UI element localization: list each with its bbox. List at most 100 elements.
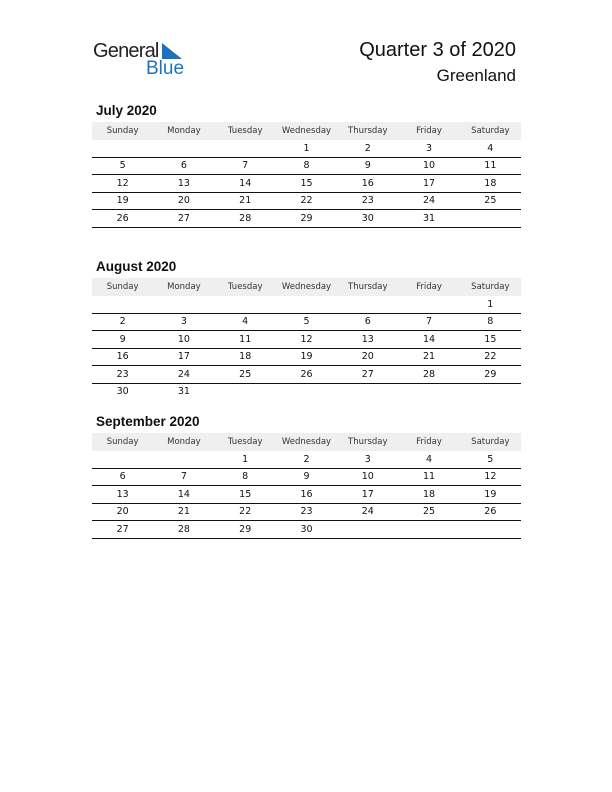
weekday-label: Monday bbox=[167, 282, 201, 292]
weekday-header: Sunday Monday Tuesday Wednesday Thursday Frid… bbox=[92, 278, 521, 296]
day-cell: 14 bbox=[239, 177, 252, 189]
day-cell: 23 bbox=[116, 368, 129, 380]
day-cell: 12 bbox=[116, 177, 129, 189]
day-cell: 4 bbox=[487, 142, 494, 154]
logo: General Blue bbox=[93, 40, 193, 80]
day-cell: 26 bbox=[300, 368, 313, 380]
day-cell: 12 bbox=[484, 471, 497, 483]
weekday-label: Friday bbox=[416, 437, 442, 447]
day-cell: 10 bbox=[361, 471, 374, 483]
day-cell: 11 bbox=[423, 471, 436, 483]
day-cell: 12 bbox=[300, 333, 313, 345]
day-cell: 16 bbox=[361, 177, 374, 189]
day-cell: 25 bbox=[423, 506, 436, 518]
day-cell: 28 bbox=[423, 368, 436, 380]
day-cell: 13 bbox=[116, 488, 129, 500]
day-cell: 18 bbox=[484, 177, 497, 189]
day-cell: 20 bbox=[177, 195, 190, 207]
day-cell: 1 bbox=[242, 453, 249, 465]
day-cell: 8 bbox=[242, 471, 249, 483]
month-calendar: September 2020 Sunday Monday Tuesday Wednesd… bbox=[92, 414, 521, 539]
day-cell: 24 bbox=[423, 195, 436, 207]
weekday-header: Sunday Monday Tuesday Wednesday Thursday Frid… bbox=[92, 433, 521, 451]
weekday-label: Thursday bbox=[348, 126, 388, 136]
day-cell: 1 bbox=[487, 298, 494, 310]
day-cell: 22 bbox=[239, 506, 252, 518]
weekday-label: Thursday bbox=[348, 437, 388, 447]
week-row: 1 2 3 4 5 bbox=[92, 451, 521, 469]
day-cell: 17 bbox=[177, 351, 190, 363]
month-title: September 2020 bbox=[96, 414, 200, 429]
day-cell: 6 bbox=[364, 316, 371, 328]
day-cell: 26 bbox=[484, 506, 497, 518]
day-cell: 20 bbox=[116, 506, 129, 518]
day-cell: 21 bbox=[177, 506, 190, 518]
weekday-label: Tuesday bbox=[227, 126, 263, 136]
day-cell: 18 bbox=[239, 351, 252, 363]
day-cell: 15 bbox=[484, 333, 497, 345]
weekday-label: Sunday bbox=[106, 126, 139, 136]
week-row: 5 6 7 8 9 10 11 bbox=[92, 158, 521, 175]
weekday-label: Saturday bbox=[471, 126, 510, 136]
week-row: 1 2 3 4 bbox=[92, 140, 521, 158]
day-cell: 29 bbox=[484, 368, 497, 380]
week-row: 16 17 18 19 20 21 22 bbox=[92, 349, 521, 366]
day-cell: 13 bbox=[361, 333, 374, 345]
day-cell: 27 bbox=[177, 212, 190, 224]
day-cell: 2 bbox=[119, 316, 126, 328]
day-cell: 23 bbox=[361, 195, 374, 207]
day-cell: 30 bbox=[300, 523, 313, 535]
page-title: Quarter 3 of 2020 bbox=[359, 39, 516, 61]
day-cell: 7 bbox=[180, 471, 187, 483]
day-cell: 28 bbox=[239, 212, 252, 224]
day-cell: 16 bbox=[116, 351, 129, 363]
week-row: 20 21 22 23 24 25 26 bbox=[92, 504, 521, 521]
day-cell: 3 bbox=[180, 316, 187, 328]
day-cell: 29 bbox=[300, 212, 313, 224]
week-row: 9 10 11 12 13 14 15 bbox=[92, 331, 521, 349]
day-cell: 10 bbox=[177, 333, 190, 345]
logo-text-general: General bbox=[93, 40, 159, 62]
day-cell: 6 bbox=[119, 471, 126, 483]
week-row: 12 13 14 15 16 17 18 bbox=[92, 175, 521, 193]
week-row: 30 31 bbox=[92, 384, 521, 401]
day-cell: 3 bbox=[426, 142, 433, 154]
day-cell: 3 bbox=[364, 453, 371, 465]
day-cell: 4 bbox=[242, 316, 249, 328]
day-cell: 27 bbox=[116, 523, 129, 535]
day-cell: 25 bbox=[484, 195, 497, 207]
day-cell: 28 bbox=[177, 523, 190, 535]
day-cell: 15 bbox=[300, 177, 313, 189]
weekday-label: Tuesday bbox=[227, 282, 263, 292]
weekday-label: Monday bbox=[167, 126, 201, 136]
month-calendar: August 2020 Sunday Monday Tuesday Wednesday T… bbox=[92, 259, 521, 400]
weekday-label: Thursday bbox=[348, 282, 388, 292]
day-cell: 8 bbox=[487, 316, 494, 328]
day-cell: 5 bbox=[303, 316, 310, 328]
day-cell: 9 bbox=[303, 471, 310, 483]
day-cell: 24 bbox=[361, 506, 374, 518]
day-cell: 9 bbox=[364, 160, 371, 172]
day-cell: 2 bbox=[364, 142, 371, 154]
weekday-label: Monday bbox=[167, 437, 201, 447]
day-cell: 5 bbox=[119, 160, 126, 172]
day-cell: 8 bbox=[303, 160, 310, 172]
weekday-label: Friday bbox=[416, 282, 442, 292]
week-row: 13 14 15 16 17 18 19 bbox=[92, 486, 521, 504]
day-cell: 27 bbox=[361, 368, 374, 380]
week-row: 19 20 21 22 23 24 25 bbox=[92, 193, 521, 210]
day-cell: 19 bbox=[484, 488, 497, 500]
day-cell: 10 bbox=[423, 160, 436, 172]
weekday-label: Wednesday bbox=[281, 126, 332, 136]
day-cell: 14 bbox=[177, 488, 190, 500]
day-cell: 6 bbox=[180, 160, 187, 172]
logo-triangle-icon bbox=[162, 43, 182, 59]
month-title: July 2020 bbox=[96, 103, 157, 118]
day-cell: 21 bbox=[423, 351, 436, 363]
day-cell: 19 bbox=[300, 351, 313, 363]
weekday-label: Saturday bbox=[471, 437, 510, 447]
month-title: August 2020 bbox=[96, 259, 177, 274]
weekday-label: Friday bbox=[416, 126, 442, 136]
day-cell: 11 bbox=[239, 333, 252, 345]
weekday-label: Sunday bbox=[106, 437, 139, 447]
